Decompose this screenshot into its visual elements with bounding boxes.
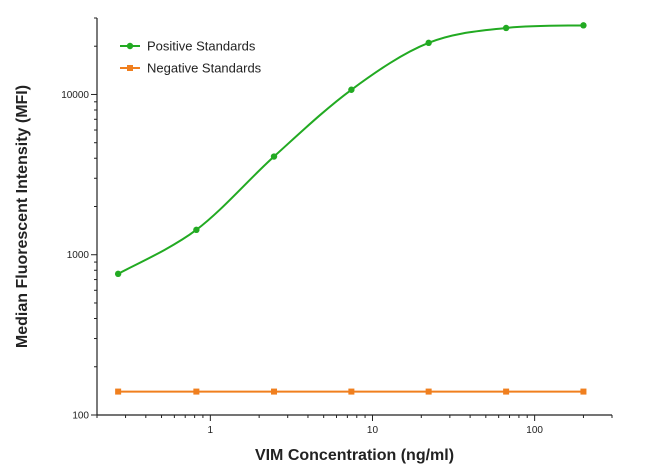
y-tick-label: 10000 (61, 90, 89, 101)
series-positive-standards (114, 22, 587, 278)
data-point-positive-standards (348, 86, 355, 93)
series-layer (114, 22, 587, 395)
data-point-positive-standards (502, 24, 510, 32)
data-point-negative-standards (193, 388, 200, 395)
legend-label: Positive Standards (147, 39, 256, 54)
data-point-negative-standards (503, 388, 510, 395)
x-axis-title: VIM Concentration (ng/ml) (255, 447, 454, 464)
y-axis-ticks: 100 1000 10000 (61, 17, 97, 422)
data-point-positive-standards (114, 270, 122, 278)
data-point-positive-standards (425, 39, 432, 47)
legend: Positive Standards Negative Standards (120, 39, 262, 76)
x-tick-label: 1 (208, 425, 214, 436)
legend-label: Negative Standards (147, 61, 262, 76)
data-point-positive-standards (193, 226, 200, 234)
data-point-positive-standards (580, 22, 587, 29)
series-negative-standards (115, 388, 587, 395)
legend-item-negative-standards: Negative Standards (120, 61, 262, 76)
y-tick-label: 1000 (67, 250, 90, 261)
x-tick-label: 10 (367, 425, 379, 436)
data-point-positive-standards (270, 153, 278, 160)
axes (96, 18, 612, 416)
data-point-negative-standards (271, 388, 278, 395)
legend-item-positive-standards: Positive Standards (120, 39, 256, 54)
data-point-negative-standards (425, 388, 432, 395)
x-axis-ticks: 1 10 100 (96, 415, 613, 436)
legend-marker (127, 65, 133, 71)
legend-marker (126, 42, 134, 50)
data-point-negative-standards (580, 388, 587, 395)
y-axis-title: Median Fluorescent Intensity (MFI) (14, 85, 31, 348)
data-point-negative-standards (348, 388, 355, 395)
y-tick-label: 100 (72, 411, 89, 422)
data-point-negative-standards (115, 388, 122, 395)
x-tick-label: 100 (526, 425, 543, 436)
